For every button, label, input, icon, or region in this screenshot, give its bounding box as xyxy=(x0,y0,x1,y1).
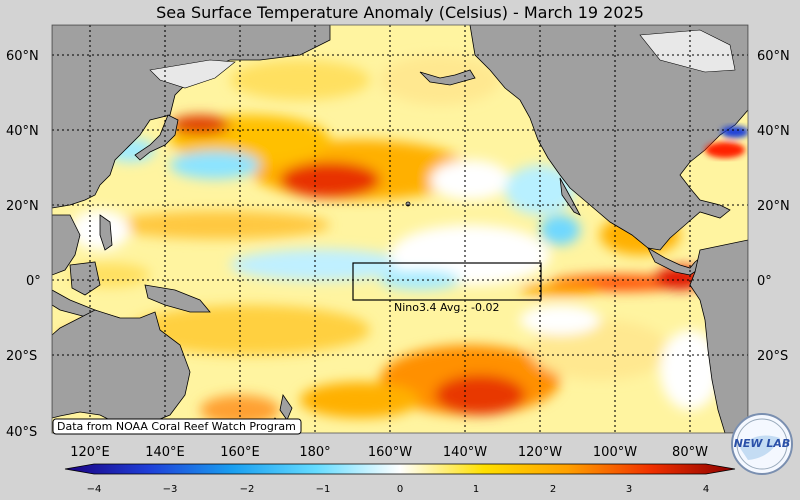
anomaly-field xyxy=(55,55,720,425)
south-america-landmass xyxy=(689,239,748,433)
lat-label-0-left: 0° xyxy=(26,274,41,289)
graticule xyxy=(52,25,748,433)
lon-label-160w: 160°W xyxy=(368,445,412,460)
colorbar-tick-3: 3 xyxy=(626,484,632,495)
lat-label-60n-right: 60°N xyxy=(757,49,790,64)
lat-label-40n-right: 40°N xyxy=(757,124,790,139)
lon-label-180: 180° xyxy=(299,445,330,460)
lon-label-100w: 100°W xyxy=(593,445,637,460)
lat-label-60n-left: 60°N xyxy=(6,49,39,64)
lon-labels: 120°E 140°E 160°E 180° 160°W 140°W 120°W… xyxy=(70,445,708,460)
lat-labels-left: 60°N 40°N 20°N 0° 20°S 40°S xyxy=(6,49,41,440)
credit-box: Data from NOAA Coral Reef Watch Program xyxy=(52,418,302,435)
lon-label-160e: 160°E xyxy=(220,445,260,460)
baja-california xyxy=(559,177,581,216)
colorbar-tick-m1: −1 xyxy=(316,484,331,495)
lat-label-20s-right: 20°S xyxy=(757,349,788,364)
colorbar-tick-2: 2 xyxy=(550,484,556,495)
new-lab-logo: NEW LAB xyxy=(731,413,793,475)
map-title: Sea Surface Temperature Anomaly (Celsius… xyxy=(156,3,644,22)
nino34-label: Nino3.4 Avg.: -0.02 xyxy=(394,301,500,314)
lon-label-80w: 80°W xyxy=(672,445,708,460)
australia-landmass xyxy=(52,309,191,426)
logo-text: NEW LAB xyxy=(734,437,791,450)
lat-label-0-right: 0° xyxy=(757,274,772,289)
colorbar-tick-0: 0 xyxy=(397,484,403,495)
map-area: Nino3.4 Avg.: -0.02 xyxy=(52,25,748,433)
lat-label-20n-left: 20°N xyxy=(6,199,39,214)
credit-text: Data from NOAA Coral Reef Watch Program xyxy=(57,420,296,433)
colorbar-tick-1: 1 xyxy=(473,484,479,495)
nino34-box xyxy=(352,262,542,301)
colorbar: −4 −3 −2 −1 0 1 2 3 4 xyxy=(64,463,736,495)
hudson-bay-ice xyxy=(639,29,736,73)
philippines-landmass xyxy=(99,214,113,251)
colorbar-tick-m3: −3 xyxy=(163,484,178,495)
lon-label-140w: 140°W xyxy=(443,445,487,460)
lat-label-40n-left: 40°N xyxy=(6,124,39,139)
map-frame xyxy=(51,24,749,434)
lat-label-40s-left: 40°S xyxy=(6,425,37,440)
colorbar-tick-m4: −4 xyxy=(87,484,102,495)
lon-label-120e: 120°E xyxy=(70,445,110,460)
lat-labels-right: 60°N 40°N 20°N 0° 20°S xyxy=(757,49,790,364)
indochina-landmass xyxy=(52,214,81,276)
colorbar-bar xyxy=(64,463,736,475)
alaska-peninsula xyxy=(419,69,476,86)
okhotsk-ice xyxy=(149,59,236,89)
borneo-landmass xyxy=(69,261,101,296)
sea-ice xyxy=(149,29,736,89)
colorbar-tick-4: 4 xyxy=(703,484,709,495)
new-guinea-landmass xyxy=(144,284,211,313)
colorbar-tick-m2: −2 xyxy=(240,484,255,495)
lat-label-20s-left: 20°S xyxy=(6,349,37,364)
lon-label-140e: 140°E xyxy=(145,445,185,460)
japan-landmass xyxy=(134,114,179,161)
east-coast-anomaly xyxy=(705,126,748,158)
asia-landmass xyxy=(52,25,331,209)
lon-label-120w: 120°W xyxy=(518,445,562,460)
lat-label-20n-right: 20°N xyxy=(757,199,790,214)
